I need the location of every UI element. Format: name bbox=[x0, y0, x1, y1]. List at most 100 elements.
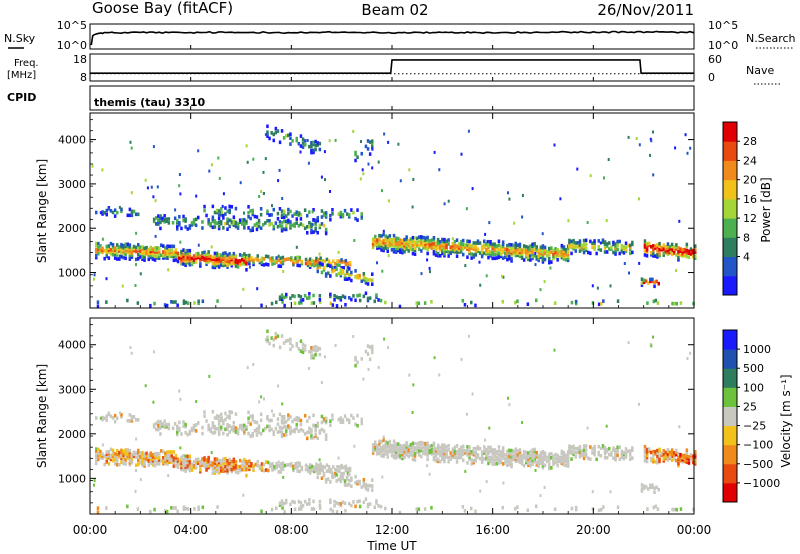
power-echo bbox=[122, 247, 125, 252]
power-echo bbox=[166, 248, 169, 253]
velocity-echo bbox=[182, 460, 185, 464]
velocity-echo bbox=[584, 448, 588, 452]
velocity-echo bbox=[207, 465, 210, 470]
power-echo bbox=[246, 256, 249, 260]
power-echo bbox=[105, 244, 108, 249]
power-echo bbox=[508, 242, 511, 247]
power-echo bbox=[289, 209, 292, 214]
velocity-echo bbox=[226, 459, 229, 463]
power-echo bbox=[376, 240, 379, 244]
power-echo bbox=[417, 301, 421, 306]
power-echo bbox=[605, 244, 609, 248]
velocity-echo bbox=[614, 453, 617, 458]
colorbar-tick-label: 1000 bbox=[743, 343, 771, 356]
velocity-echo bbox=[501, 446, 505, 450]
power-echo bbox=[468, 249, 471, 254]
power-echo bbox=[449, 245, 452, 250]
velocity-echo bbox=[543, 455, 547, 459]
velocity-echo bbox=[531, 450, 534, 454]
velocity-echo bbox=[280, 334, 284, 338]
velocity-echo bbox=[158, 458, 161, 462]
velocity-echo bbox=[380, 453, 383, 458]
velocity-echo bbox=[184, 467, 187, 471]
velocity-echo bbox=[356, 413, 359, 418]
velocity-echo bbox=[539, 461, 543, 465]
power-echo bbox=[312, 230, 315, 234]
velocity-echo bbox=[323, 355, 326, 359]
velocity-echo bbox=[474, 446, 478, 451]
power-echo bbox=[466, 243, 469, 247]
power-echo bbox=[361, 168, 364, 172]
velocity-echo bbox=[457, 455, 461, 460]
power-echo bbox=[180, 226, 183, 231]
velocity-echo bbox=[199, 461, 202, 466]
power-echo bbox=[539, 255, 543, 260]
power-echo bbox=[182, 248, 185, 252]
power-echo bbox=[147, 247, 150, 252]
velocity-echo bbox=[578, 451, 582, 455]
velocity-echo bbox=[255, 420, 259, 425]
power-echo bbox=[310, 301, 314, 305]
power-echo bbox=[155, 248, 159, 252]
power-echo bbox=[167, 217, 171, 221]
velocity-echo bbox=[424, 450, 427, 454]
power-echo bbox=[686, 151, 689, 155]
velocity-echo bbox=[155, 451, 159, 456]
velocity-echo bbox=[276, 430, 280, 434]
velocity-echo bbox=[297, 416, 301, 421]
power-echo bbox=[270, 221, 273, 226]
velocity-echo bbox=[443, 459, 446, 464]
power-echo bbox=[348, 267, 351, 271]
power-echo bbox=[560, 255, 564, 260]
velocity-echo bbox=[388, 439, 392, 444]
power-echo bbox=[510, 249, 513, 253]
power-echo bbox=[537, 252, 540, 257]
velocity-echo bbox=[543, 457, 547, 462]
power-echo bbox=[424, 242, 427, 246]
velocity-echo bbox=[217, 464, 221, 469]
power-echo bbox=[654, 244, 657, 248]
velocity-echo bbox=[691, 460, 695, 465]
power-echo bbox=[689, 252, 693, 256]
velocity-echo bbox=[122, 455, 125, 460]
power-echo bbox=[126, 298, 129, 303]
power-echo bbox=[449, 247, 452, 252]
power-echo bbox=[677, 246, 680, 250]
velocity-scatter bbox=[93, 329, 697, 515]
power-echo bbox=[113, 252, 117, 256]
velocity-echo bbox=[345, 477, 349, 481]
velocity-echo bbox=[434, 453, 438, 457]
velocity-echo bbox=[447, 447, 450, 452]
power-echo bbox=[163, 214, 166, 218]
power-echo bbox=[178, 221, 181, 225]
velocity-echo bbox=[666, 454, 670, 458]
power-echo bbox=[245, 219, 248, 224]
power-echo bbox=[180, 251, 183, 256]
velocity-echo bbox=[618, 457, 621, 461]
velocity-echo bbox=[537, 464, 540, 468]
power-echo bbox=[215, 259, 219, 264]
power-echo bbox=[339, 212, 343, 217]
power-echo bbox=[533, 242, 536, 246]
velocity-echo bbox=[167, 426, 171, 431]
velocity-echo bbox=[694, 450, 697, 454]
velocity-echo bbox=[180, 459, 183, 464]
velocity-echo bbox=[409, 451, 413, 455]
power-echo bbox=[273, 259, 276, 263]
velocity-echo bbox=[278, 345, 282, 350]
colorbar-swatch bbox=[723, 122, 737, 142]
velocity-echo bbox=[457, 451, 461, 456]
velocity-echo bbox=[152, 425, 156, 429]
power-echo bbox=[226, 257, 229, 261]
velocity-echo bbox=[164, 459, 167, 464]
power-echo bbox=[403, 243, 406, 248]
power-echo bbox=[432, 245, 436, 250]
power-echo bbox=[258, 260, 262, 265]
velocity-echo bbox=[158, 452, 161, 456]
power-echo bbox=[192, 220, 196, 224]
velocity-echo bbox=[616, 453, 619, 458]
velocity-echo bbox=[260, 468, 264, 472]
power-echo bbox=[316, 141, 319, 145]
velocity-echo bbox=[295, 343, 298, 348]
